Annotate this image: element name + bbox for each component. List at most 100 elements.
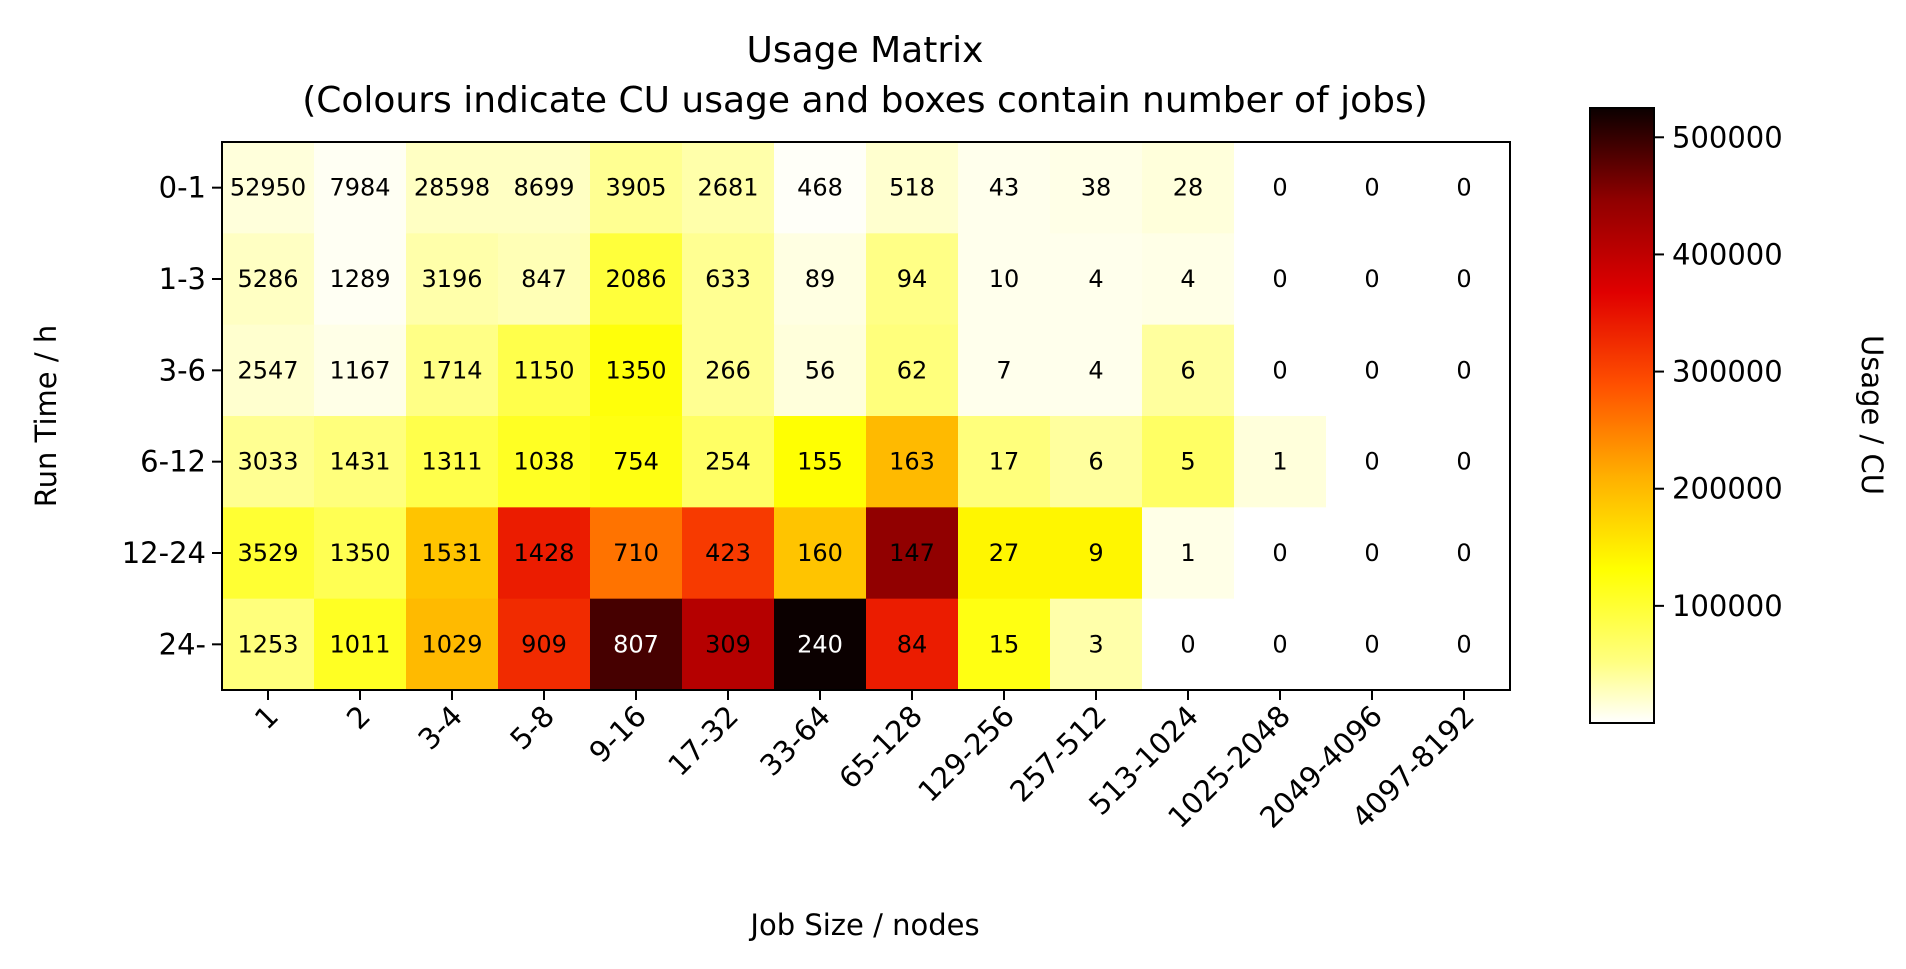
heatmap-cell	[774, 507, 867, 600]
heatmap-cell-label: 10	[989, 265, 1020, 293]
heatmap-cell	[1234, 416, 1327, 508]
y-axis-label: Run Time / h	[29, 325, 63, 507]
heatmap-cell-label: 1167	[329, 356, 390, 384]
heatmap-cell	[958, 324, 1051, 417]
plot-frame	[221, 141, 1511, 691]
chart-title: Usage Matrix	[747, 30, 984, 71]
heatmap-cell	[222, 598, 315, 691]
heatmap-cell	[1050, 416, 1143, 508]
heatmap-cell-label: 0	[1272, 174, 1287, 202]
heatmap-cell-label: 3529	[237, 539, 298, 567]
heatmap-cell-label: 0	[1364, 265, 1379, 293]
heatmap-cell	[958, 233, 1051, 326]
heatmap-cell-label: 0	[1364, 539, 1379, 567]
heatmap-cell	[498, 324, 591, 417]
heatmap-cell-label: 1350	[605, 356, 666, 384]
heatmap-cell	[1326, 416, 1419, 508]
heatmap-cell-label: 710	[613, 539, 659, 567]
heatmap-cell-label: 62	[897, 356, 928, 384]
heatmap-cell-label: 0	[1456, 448, 1471, 476]
heatmap-cell-label: 52950	[230, 174, 306, 202]
heatmap-cell-label: 1531	[421, 539, 482, 567]
colorbar-ticks: 100000 200000 300000 400000 500000	[1654, 120, 1783, 623]
heatmap-cell	[1326, 598, 1419, 691]
x-tick-label: 1	[248, 699, 285, 736]
heatmap-cell-label: 1150	[513, 356, 574, 384]
heatmap-cell-label: 94	[897, 265, 928, 293]
heatmap-cell-label: 1029	[421, 630, 482, 658]
heatmap-cell-label: 423	[705, 539, 751, 567]
heatmap-cell	[406, 142, 499, 234]
heatmap-cell	[682, 142, 775, 234]
heatmap-cell	[682, 324, 775, 417]
heatmap-cell-label: 0	[1364, 356, 1379, 384]
colorbar-tick-label: 300000	[1672, 355, 1783, 389]
heatmap-cell	[406, 507, 499, 600]
heatmap-cell	[222, 324, 315, 417]
heatmap-cell	[314, 598, 407, 691]
heatmap-cell-label: 633	[705, 265, 751, 293]
y-tick-label: 24-	[159, 627, 206, 661]
heatmap-cell-label: 0	[1180, 630, 1195, 658]
heatmap-cell-label: 909	[521, 630, 567, 658]
heatmap-cell-label: 0	[1272, 539, 1287, 567]
heatmap-cell-label: 2547	[237, 356, 298, 384]
heatmap-cell	[866, 233, 959, 326]
heatmap-cell	[1326, 324, 1419, 417]
heatmap-cell-label: 7	[996, 356, 1011, 384]
heatmap-cell-label: 0	[1456, 174, 1471, 202]
heatmap-cell-label: 4	[1088, 265, 1103, 293]
y-tick-label: 12-24	[122, 536, 206, 570]
heatmap-cell-label: 38	[1081, 174, 1112, 202]
heatmap-cell	[222, 142, 315, 234]
x-tick-label: 17-32	[661, 699, 745, 783]
heatmap-cell-label: 163	[889, 448, 935, 476]
heatmap-cell-label: 1289	[329, 265, 390, 293]
heatmap-cell	[1326, 233, 1419, 326]
heatmap-cell-label: 155	[797, 448, 843, 476]
heatmap-cell	[682, 233, 775, 326]
heatmap-cell-label: 0	[1456, 265, 1471, 293]
heatmap-cell	[1326, 142, 1419, 234]
heatmap-cell-label: 1	[1272, 448, 1287, 476]
heatmap-cell	[498, 598, 591, 691]
heatmap-cell-label: 518	[889, 174, 935, 202]
colorbar-tick-label: 500000	[1672, 120, 1783, 154]
heatmap-cell-label: 1311	[421, 448, 482, 476]
heatmap-cell	[866, 416, 959, 508]
heatmap-cell	[958, 598, 1051, 691]
heatmap-cell-label: 84	[897, 630, 928, 658]
heatmap-cell	[774, 598, 867, 691]
heatmap-cell	[314, 233, 407, 326]
heatmap-cell-label: 0	[1364, 174, 1379, 202]
y-tick-label: 0-1	[159, 171, 206, 205]
heatmap-cell-label: 0	[1272, 265, 1287, 293]
heatmap-cell	[590, 233, 683, 326]
heatmap-cell-label: 9	[1088, 539, 1103, 567]
heatmap-cell	[1234, 142, 1327, 234]
heatmap-cell	[682, 598, 775, 691]
heatmap-cell-label: 17	[989, 448, 1020, 476]
heatmap-cell-label: 0	[1272, 356, 1287, 384]
heatmap-cell	[1050, 507, 1143, 600]
heatmap-cell-label: 266	[705, 356, 751, 384]
heatmap-cell-label: 468	[797, 174, 843, 202]
heatmap-cell-label: 1011	[329, 630, 390, 658]
heatmap-cell-label: 5286	[237, 265, 298, 293]
heatmap-cell	[1234, 598, 1327, 691]
heatmap-cell-label: 1253	[237, 630, 298, 658]
heatmap-cell-label: 43	[989, 174, 1020, 202]
heatmap-cell	[1142, 142, 1235, 234]
heatmap-cell	[1050, 142, 1143, 234]
heatmap-cell	[406, 416, 499, 508]
heatmap-cell-label: 0	[1364, 448, 1379, 476]
heatmap-cell-label: 1	[1180, 539, 1195, 567]
heatmap-cells	[222, 142, 1511, 691]
heatmap-cell-labels: 52950 7984 28598 8699 3905 2681 468 518 43 38 28 0 0…	[230, 174, 1472, 659]
heatmap-cell-label: 7984	[329, 174, 390, 202]
heatmap-cell	[314, 416, 407, 508]
heatmap-cell	[866, 507, 959, 600]
colorbar-tick-label: 200000	[1672, 472, 1783, 506]
heatmap-cell	[1418, 507, 1511, 600]
